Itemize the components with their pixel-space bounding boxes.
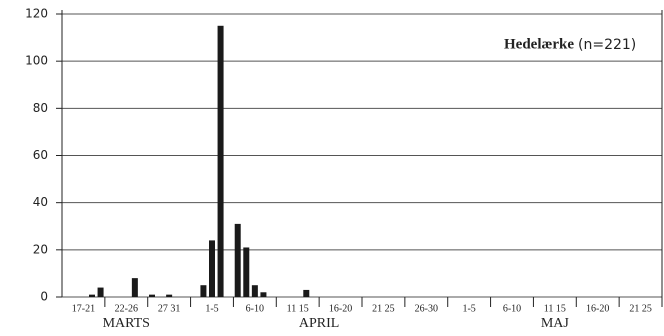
period-label: 11 15 bbox=[544, 303, 566, 314]
period-label: 1-5 bbox=[205, 303, 218, 314]
bar bbox=[149, 294, 155, 297]
period-label: 21 25 bbox=[372, 303, 395, 314]
period-label: 1-5 bbox=[462, 303, 475, 314]
bar bbox=[200, 285, 207, 297]
bar bbox=[234, 223, 241, 297]
period-label: 11 15 bbox=[287, 303, 309, 314]
bar bbox=[97, 287, 104, 297]
bar bbox=[303, 289, 310, 297]
chart-title: Hedelærke bbox=[504, 36, 574, 52]
period-label: 26-30 bbox=[415, 303, 438, 314]
y-tick-label: 40 bbox=[33, 195, 48, 209]
bar bbox=[131, 278, 138, 297]
period-label: 21 25 bbox=[629, 303, 652, 314]
period-label: 6-10 bbox=[503, 303, 521, 314]
chart-subtitle: (n=221) bbox=[578, 37, 636, 53]
y-tick-label: 20 bbox=[33, 242, 48, 256]
y-tick-label: 80 bbox=[33, 101, 48, 115]
bar bbox=[243, 247, 250, 297]
period-label: 27 31 bbox=[158, 303, 181, 314]
bar bbox=[251, 285, 258, 297]
bar bbox=[166, 294, 173, 297]
month-label: MAJ bbox=[541, 316, 570, 331]
bar bbox=[209, 240, 215, 297]
period-label: 17-21 bbox=[72, 303, 95, 314]
period-label: 16-20 bbox=[586, 303, 609, 314]
bar bbox=[89, 294, 95, 297]
month-label: MARTS bbox=[103, 316, 150, 331]
y-tick-label: 0 bbox=[40, 290, 48, 304]
y-tick-label: 60 bbox=[33, 148, 48, 162]
y-tick-label: 100 bbox=[25, 54, 48, 68]
period-label: 6-10 bbox=[246, 303, 264, 314]
month-label: APRIL bbox=[299, 316, 339, 331]
period-label: 16-20 bbox=[329, 303, 352, 314]
y-tick-label: 120 bbox=[25, 7, 48, 21]
bar bbox=[217, 25, 224, 298]
bar bbox=[260, 292, 267, 297]
period-label: 22-26 bbox=[115, 303, 138, 314]
